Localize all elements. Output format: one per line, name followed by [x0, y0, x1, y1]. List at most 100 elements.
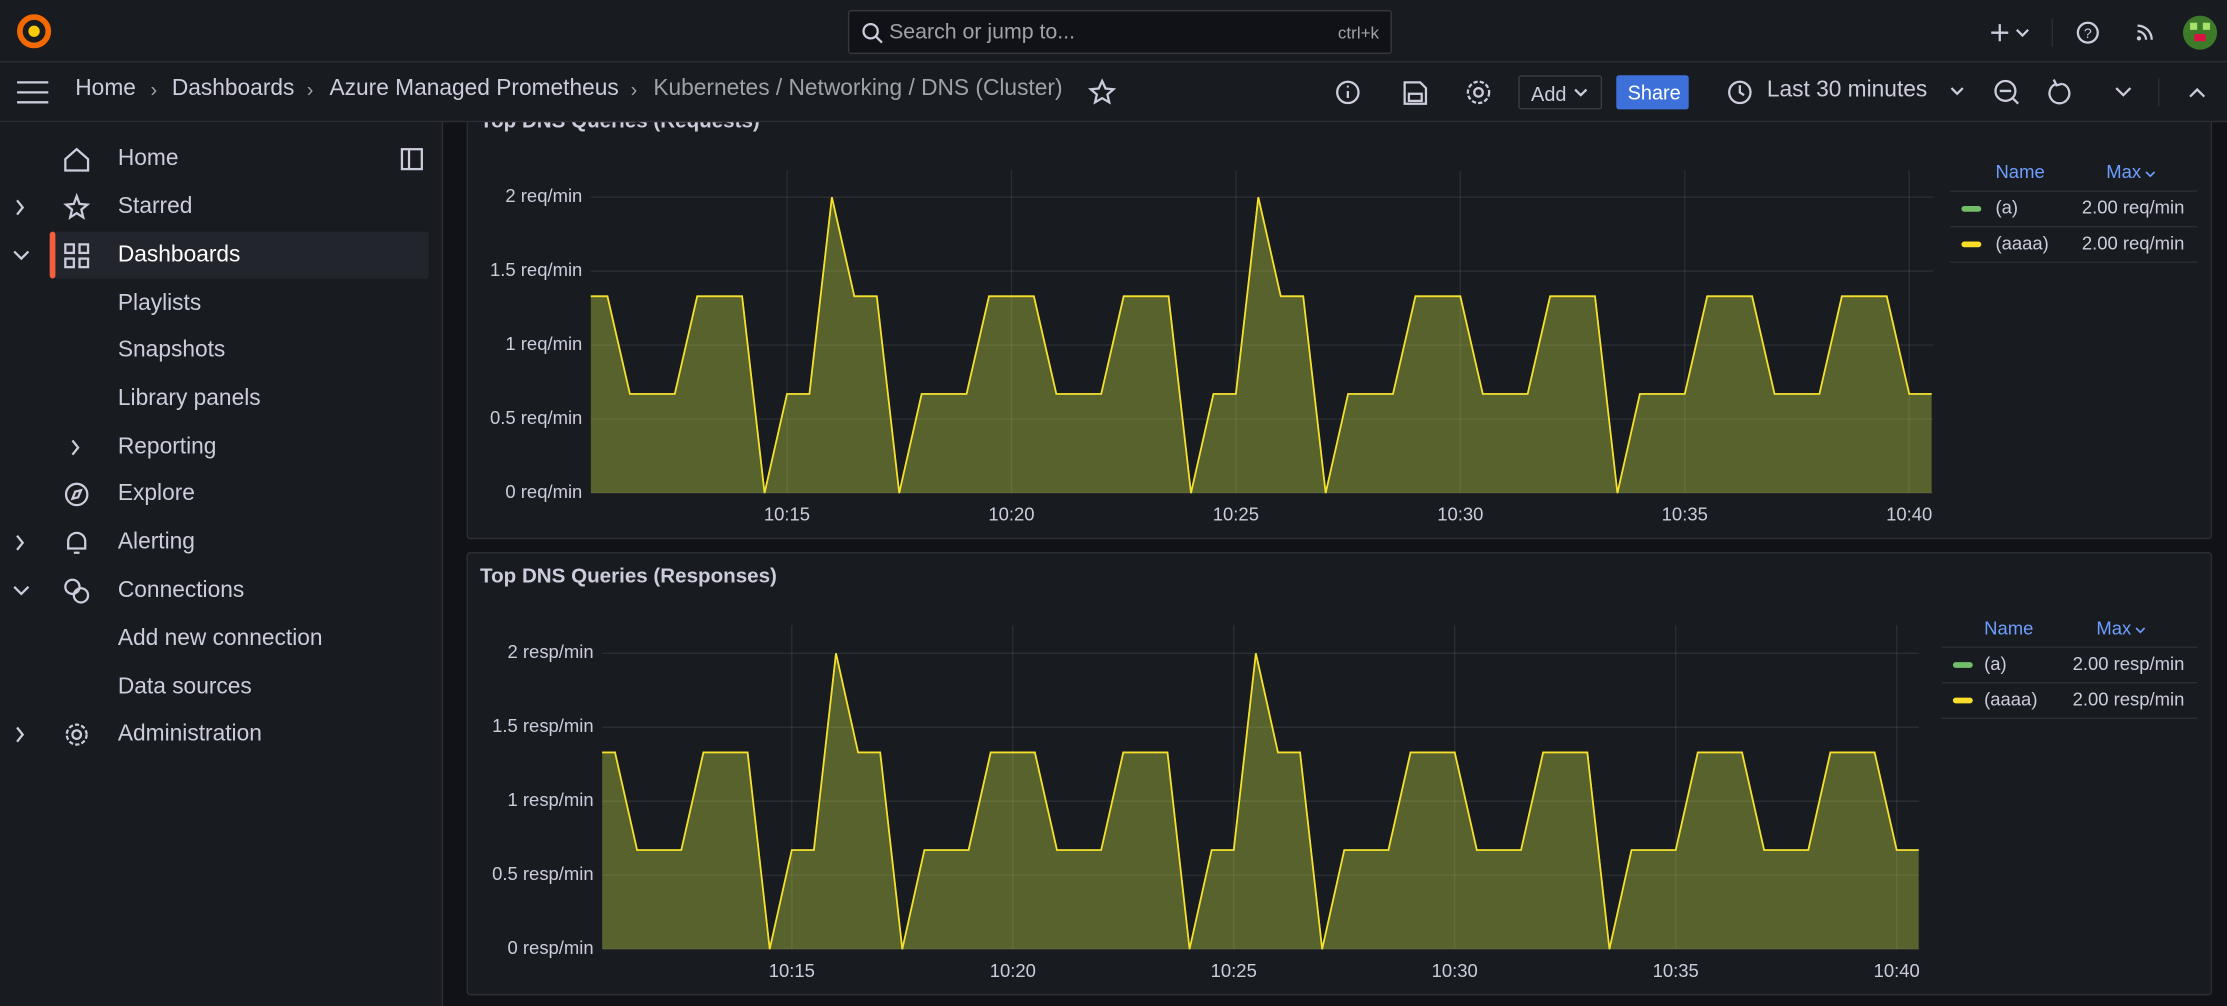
- expand-chevron[interactable]: [16, 199, 25, 216]
- x-tick-label: 10:35: [1653, 960, 1699, 981]
- star-button[interactable]: [1087, 78, 1117, 106]
- legend-swatch: [1952, 697, 1973, 704]
- dashboard-body: Top DNS Queries (Requests) 0 req/min 0.5 r…: [466, 122, 2213, 996]
- alerting-icon: [67, 531, 87, 554]
- x-tick-label: 10:35: [1662, 504, 1708, 525]
- legend-header: Name: [1995, 161, 2044, 182]
- y-tick-label: 2 resp/min: [508, 641, 594, 662]
- dashboards-icon: [64, 243, 90, 269]
- series-area: [602, 653, 1919, 950]
- nav-subitem[interactable]: Playlists: [117, 291, 202, 316]
- legend-name: (aaaa): [1995, 232, 2048, 253]
- collapse-chevron[interactable]: [13, 586, 30, 596]
- time-range-picker[interactable]: Last 30 minutes: [1766, 78, 1928, 103]
- settings-button[interactable]: [1466, 80, 1491, 105]
- nav-item[interactable]: Home: [117, 146, 179, 171]
- nav-item[interactable]: Explore: [117, 481, 195, 506]
- y-tick-label: 0 req/min: [505, 481, 582, 502]
- expand-chevron[interactable]: [71, 439, 80, 456]
- plot-area: [590, 196, 1932, 494]
- dock-button[interactable]: [400, 148, 423, 171]
- logo-core: [28, 25, 40, 37]
- share-button[interactable]: Share: [1616, 75, 1689, 110]
- x-tick-label: 10:40: [1874, 960, 1920, 981]
- plot-area: [602, 653, 1919, 950]
- legend-name: (aaaa): [1984, 688, 2037, 709]
- nav-item-active[interactable]: Dashboards: [117, 242, 241, 268]
- search-box[interactable]: Search or jump to... ctrl+k: [847, 9, 1392, 54]
- y-tick-label: 1.5 resp/min: [492, 715, 594, 736]
- refresh-interval[interactable]: [2115, 87, 2132, 97]
- time-actions: [1950, 78, 2206, 107]
- legend-header: Max: [2106, 161, 2142, 182]
- zoom-out-button[interactable]: [1994, 79, 2020, 105]
- search-icon: [862, 23, 883, 44]
- new-button[interactable]: [1991, 24, 2029, 42]
- x-tick-label: 10:30: [1437, 504, 1483, 525]
- panel-title: Top DNS Queries (Responses): [480, 564, 777, 587]
- legend-max: 2.00 resp/min: [2073, 653, 2185, 674]
- legend-swatch: [1961, 241, 1982, 248]
- collapse-chevron[interactable]: [13, 250, 30, 261]
- x-tick-label: 10:20: [988, 504, 1034, 525]
- active-item-bg: [49, 231, 429, 279]
- x-tick-label: 10:25: [1211, 960, 1257, 981]
- y-tick-label: 1 resp/min: [508, 789, 594, 810]
- sort-caret: [2135, 627, 2146, 634]
- info-button[interactable]: [1336, 80, 1360, 105]
- save-button[interactable]: [1403, 81, 1428, 105]
- help-button[interactable]: ?: [2076, 21, 2099, 44]
- expand-chevron[interactable]: [16, 534, 25, 551]
- top-actions: ?: [1991, 15, 2218, 50]
- breadcrumb-separator: ›: [306, 78, 314, 101]
- breadcrumb-separator: ›: [150, 78, 158, 101]
- nav-subitem[interactable]: Library panels: [117, 386, 261, 411]
- menu-toggle[interactable]: [17, 80, 51, 106]
- legend-max: 2.00 resp/min: [2073, 688, 2185, 709]
- y-tick-label: 0 resp/min: [508, 937, 594, 958]
- search-placeholder: Search or jump to...: [889, 19, 1076, 45]
- series-line: [590, 196, 1932, 494]
- nav-subitem[interactable]: Add new connection: [117, 626, 323, 651]
- nav-item[interactable]: Starred: [117, 194, 193, 219]
- nav-item[interactable]: Alerting: [117, 529, 195, 555]
- explore-icon: [64, 482, 89, 507]
- legend-header: Max: [2096, 617, 2132, 638]
- svg-text:?: ?: [2084, 26, 2092, 42]
- legend-name: (a): [1995, 197, 2018, 218]
- legend-max: 2.00 req/min: [2082, 197, 2185, 218]
- home-icon: [64, 147, 90, 172]
- breadcrumb-current: Kubernetes / Networking / DNS (Cluster): [653, 76, 1063, 101]
- collapse-button[interactable]: [2189, 87, 2206, 98]
- chevron: [1574, 88, 1588, 97]
- add-button[interactable]: Add: [1518, 75, 1603, 110]
- expand-chevron[interactable]: [16, 726, 25, 743]
- panel: [466, 122, 2213, 540]
- y-tick-label: 1.5 req/min: [490, 259, 582, 280]
- x-tick-label: 10:25: [1213, 504, 1259, 525]
- search-shortcut: ctrl+k: [1337, 22, 1380, 43]
- refresh-button[interactable]: [2048, 79, 2071, 105]
- legend-max: 2.00 req/min: [2082, 232, 2185, 253]
- add-label: Add: [1531, 82, 1567, 106]
- breadcrumb[interactable]: Azure Managed Prometheus: [329, 76, 619, 101]
- sidebar-icons: [13, 147, 423, 746]
- dashboard-actions: [1336, 80, 1491, 105]
- nav-subitem[interactable]: Reporting: [117, 434, 217, 459]
- user-avatar[interactable]: [2182, 15, 2218, 50]
- nav-subitem[interactable]: Snapshots: [117, 338, 226, 363]
- legend-name: (a): [1984, 653, 2007, 674]
- nav-subitem[interactable]: Data sources: [117, 674, 252, 700]
- y-tick-label: 2 req/min: [505, 185, 582, 206]
- nav-item[interactable]: Connections: [117, 578, 245, 603]
- news-button[interactable]: [2136, 24, 2153, 41]
- grafana-logo[interactable]: [14, 11, 54, 51]
- time-chevron[interactable]: [1950, 87, 1964, 96]
- breadcrumb[interactable]: Dashboards: [171, 76, 295, 101]
- nav-item[interactable]: Administration: [117, 721, 262, 746]
- legend-header: Name: [1984, 617, 2033, 638]
- x-tick-label: 10:30: [1432, 960, 1478, 981]
- breadcrumb[interactable]: Home: [75, 76, 136, 101]
